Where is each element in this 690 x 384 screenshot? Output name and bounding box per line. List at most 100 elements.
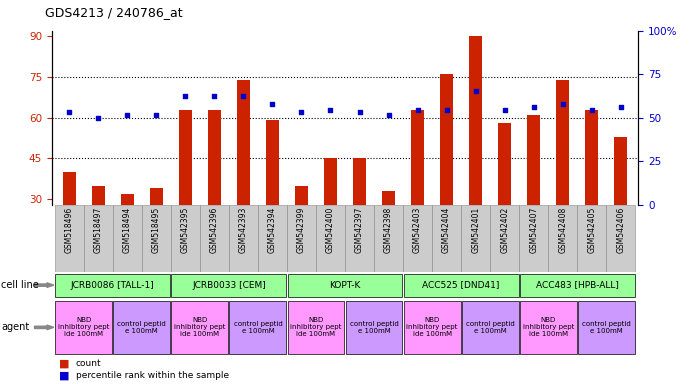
Text: GSM542404: GSM542404 <box>442 207 451 253</box>
Point <box>441 106 452 113</box>
Text: GSM542394: GSM542394 <box>268 207 277 253</box>
Point <box>470 88 481 94</box>
Point <box>558 101 569 107</box>
Bar <box>171 205 200 272</box>
Text: count: count <box>76 359 101 368</box>
Point <box>150 112 161 118</box>
Text: agent: agent <box>1 322 30 333</box>
Text: ACC525 [DND41]: ACC525 [DND41] <box>422 281 500 290</box>
Text: NBD
inhibitory pept
ide 100mM: NBD inhibitory pept ide 100mM <box>58 317 110 338</box>
Text: GSM542393: GSM542393 <box>239 207 248 253</box>
Text: KOPT-K: KOPT-K <box>329 281 361 290</box>
Bar <box>578 205 607 272</box>
Text: cell line: cell line <box>1 280 39 290</box>
Bar <box>345 205 374 272</box>
Text: percentile rank within the sample: percentile rank within the sample <box>76 371 229 380</box>
Bar <box>549 205 578 272</box>
Bar <box>556 79 569 281</box>
Bar <box>607 205 635 272</box>
Bar <box>55 274 170 296</box>
Text: control peptid
e 100mM: control peptid e 100mM <box>350 321 398 334</box>
Bar <box>324 159 337 281</box>
Bar <box>520 301 577 354</box>
Text: control peptid
e 100mM: control peptid e 100mM <box>466 321 515 334</box>
Bar <box>150 189 163 281</box>
Point <box>267 101 278 107</box>
Text: NBD
inhibitory pept
ide 100mM: NBD inhibitory pept ide 100mM <box>406 317 457 338</box>
Text: GSM542403: GSM542403 <box>413 207 422 253</box>
Point <box>383 112 394 118</box>
Text: control peptid
e 100mM: control peptid e 100mM <box>233 321 282 334</box>
Bar <box>258 205 287 272</box>
Bar <box>490 205 519 272</box>
Bar <box>411 109 424 281</box>
Bar <box>229 205 258 272</box>
Text: JCRB0086 [TALL-1]: JCRB0086 [TALL-1] <box>71 281 155 290</box>
Bar <box>469 36 482 281</box>
Bar <box>179 109 192 281</box>
Bar <box>585 109 598 281</box>
Text: GSM542402: GSM542402 <box>500 207 509 253</box>
Bar <box>353 159 366 281</box>
Bar <box>432 205 461 272</box>
Bar <box>461 205 490 272</box>
Point <box>325 106 336 113</box>
Bar <box>141 205 171 272</box>
Text: GSM542408: GSM542408 <box>558 207 567 253</box>
Text: GSM542397: GSM542397 <box>355 207 364 253</box>
Text: NBD
inhibitory pept
ide 100mM: NBD inhibitory pept ide 100mM <box>522 317 574 338</box>
Bar <box>614 137 627 281</box>
Bar <box>200 205 229 272</box>
Text: GDS4213 / 240786_at: GDS4213 / 240786_at <box>45 6 182 19</box>
Bar <box>346 301 402 354</box>
Bar <box>171 301 228 354</box>
Bar <box>112 205 141 272</box>
Text: JCRB0033 [CEM]: JCRB0033 [CEM] <box>192 281 266 290</box>
Bar <box>374 205 403 272</box>
Text: GSM542400: GSM542400 <box>326 207 335 253</box>
Bar <box>287 205 316 272</box>
Text: GSM518496: GSM518496 <box>65 207 74 253</box>
Text: GSM542395: GSM542395 <box>181 207 190 253</box>
Text: GSM542398: GSM542398 <box>384 207 393 253</box>
Bar <box>83 205 112 272</box>
Point <box>615 104 627 110</box>
Bar <box>113 301 170 354</box>
Point <box>412 106 423 113</box>
Bar <box>288 274 402 296</box>
Bar <box>520 274 635 296</box>
Point <box>180 93 191 99</box>
Bar <box>92 185 105 281</box>
Bar <box>55 205 83 272</box>
Bar <box>462 301 519 354</box>
Text: GSM542406: GSM542406 <box>616 207 625 253</box>
Bar <box>498 123 511 281</box>
Text: GSM542396: GSM542396 <box>210 207 219 253</box>
Text: ■: ■ <box>59 358 69 368</box>
Bar <box>404 301 460 354</box>
Bar <box>171 274 286 296</box>
Bar <box>440 74 453 281</box>
Point <box>354 109 365 115</box>
Bar <box>288 301 344 354</box>
Text: GSM542401: GSM542401 <box>471 207 480 253</box>
Bar <box>295 185 308 281</box>
Point <box>529 104 540 110</box>
Bar <box>382 191 395 281</box>
Text: GSM518495: GSM518495 <box>152 207 161 253</box>
Bar <box>578 301 635 354</box>
Point <box>296 109 307 115</box>
Text: GSM542399: GSM542399 <box>297 207 306 253</box>
Text: NBD
inhibitory pept
ide 100mM: NBD inhibitory pept ide 100mM <box>290 317 342 338</box>
Bar <box>527 115 540 281</box>
Bar <box>404 274 519 296</box>
Text: NBD
inhibitory pept
ide 100mM: NBD inhibitory pept ide 100mM <box>174 317 226 338</box>
Text: GSM518494: GSM518494 <box>123 207 132 253</box>
Bar <box>63 172 76 281</box>
Bar <box>208 109 221 281</box>
Bar <box>266 121 279 281</box>
Point <box>586 106 598 113</box>
Bar <box>316 205 345 272</box>
Bar <box>403 205 432 272</box>
Point <box>499 106 510 113</box>
